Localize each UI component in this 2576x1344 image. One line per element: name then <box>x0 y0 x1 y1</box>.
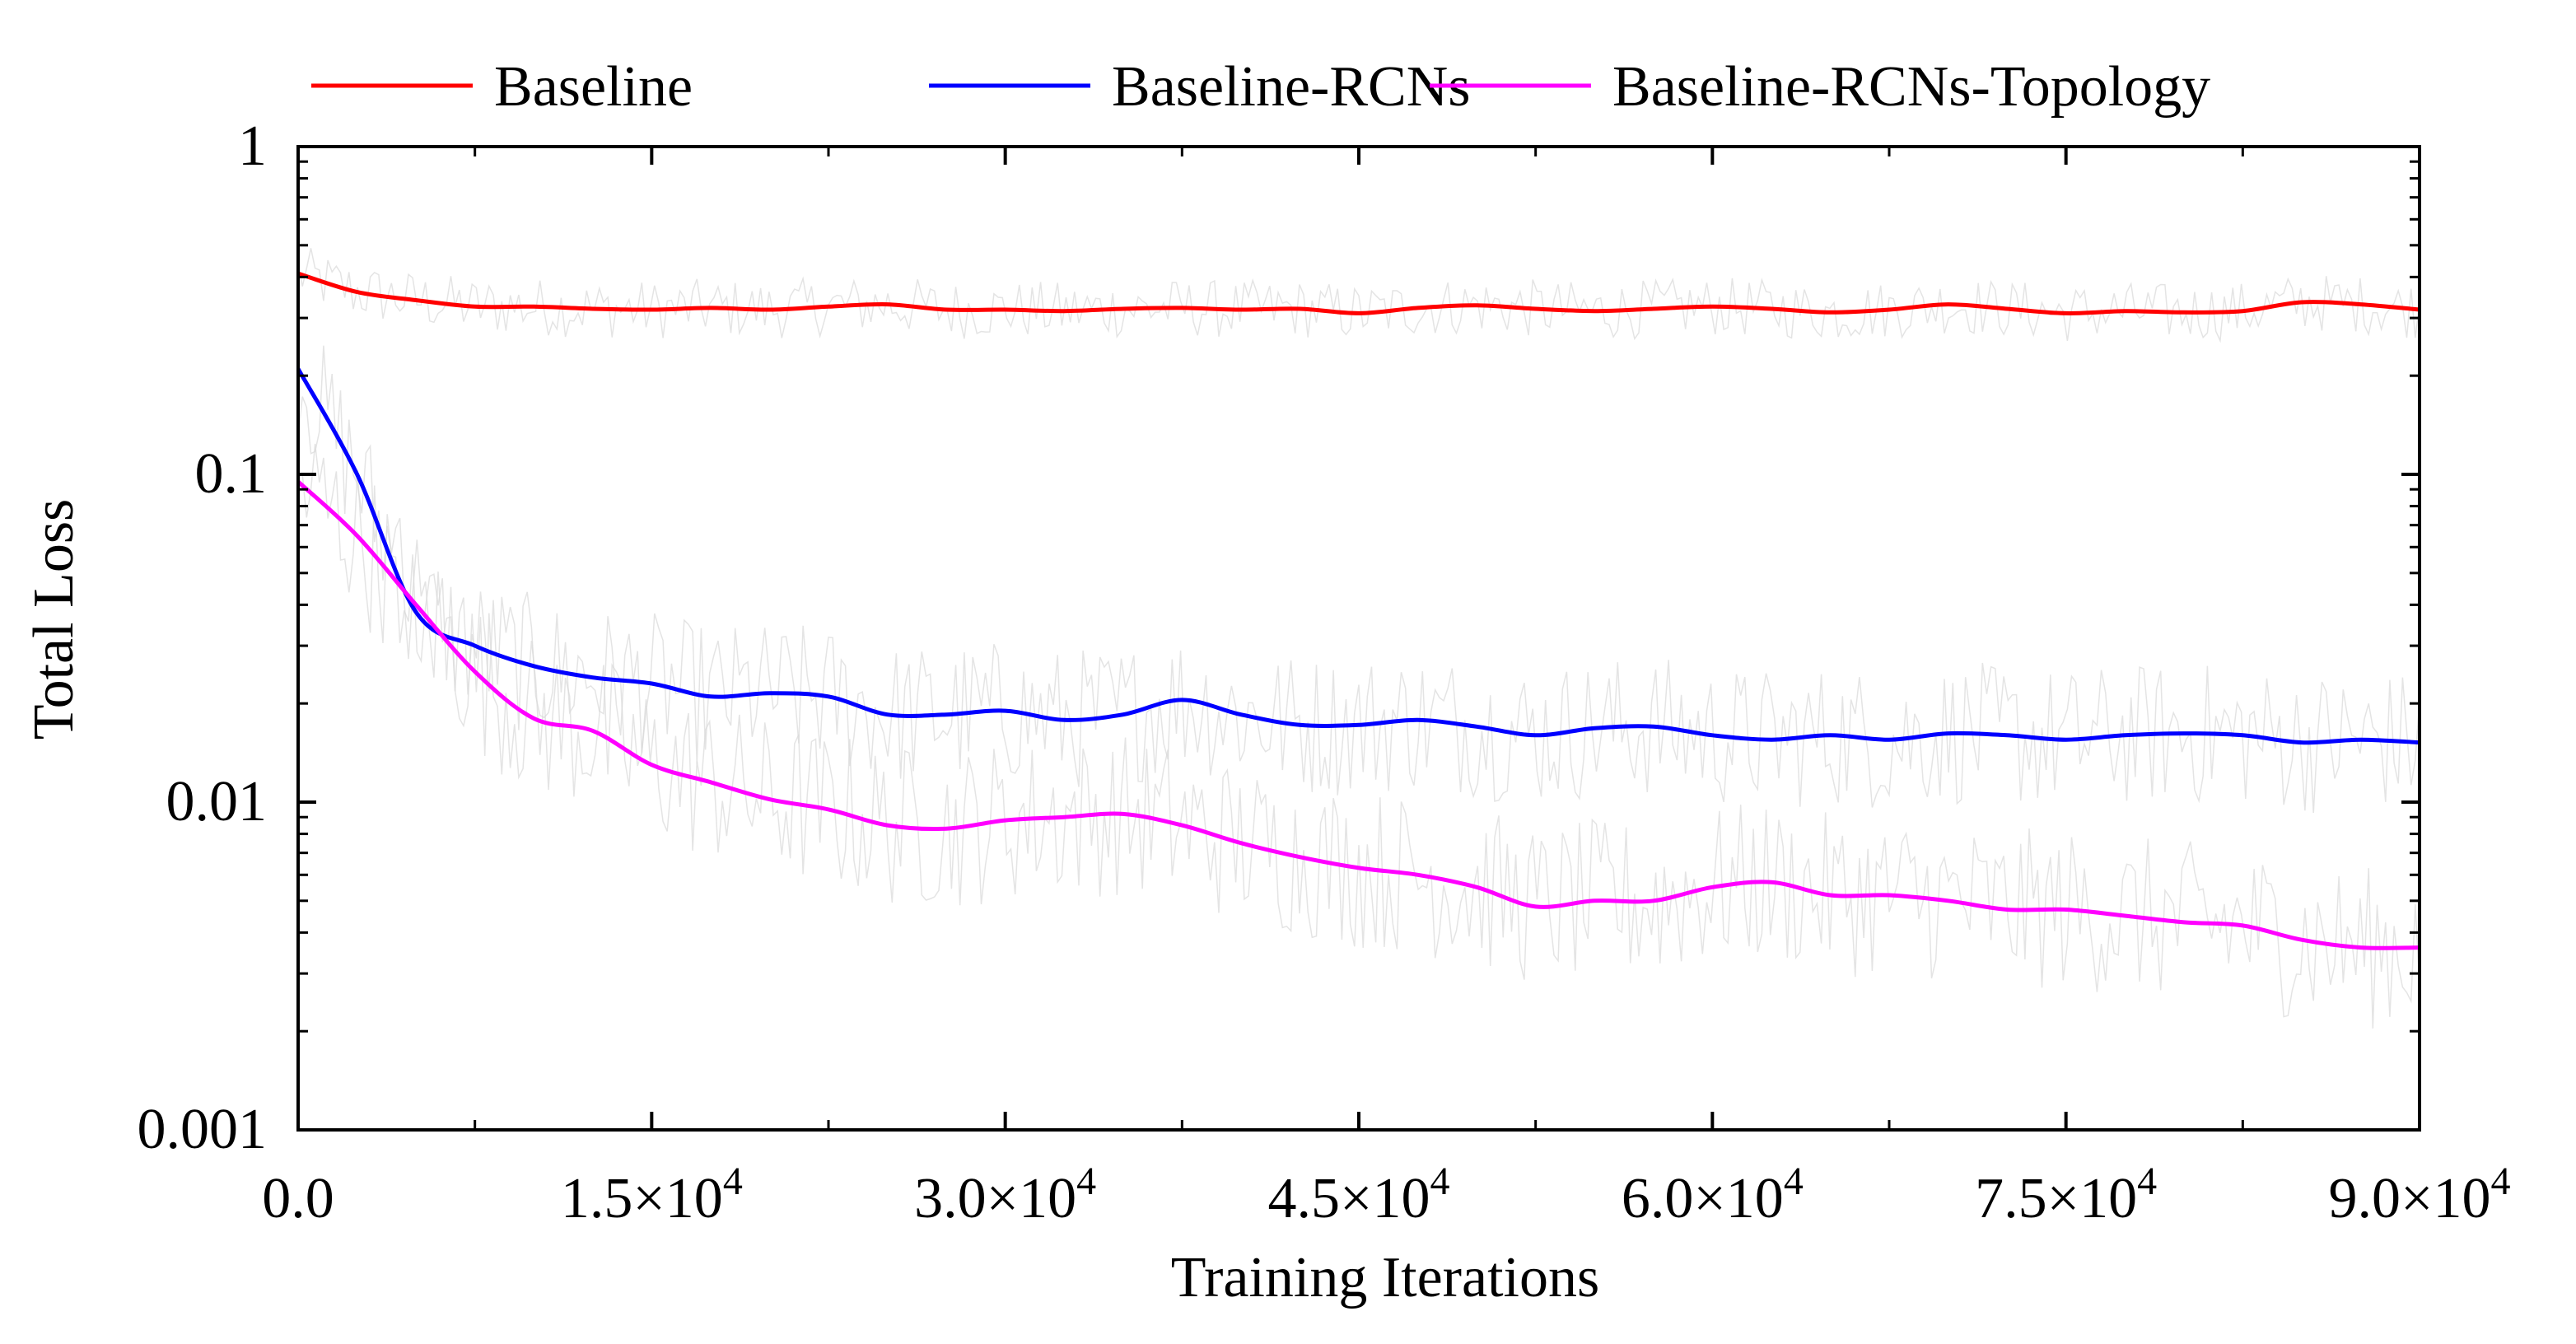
x-tick-label: 9.0×104 <box>2329 1160 2511 1230</box>
legend: Baseline Baseline-RCNs Baseline-RCNs-Topol… <box>311 55 2210 119</box>
series-line-baseline-rcns-topology <box>296 480 2420 950</box>
y-tick-label: 1 <box>238 114 267 178</box>
raw-trace-1 <box>297 345 2420 814</box>
x-axis: 0.0 1.5×104 3.0×104 4.5×104 6.0×104 7.5×104 9.… <box>262 147 2510 1230</box>
series-line-baseline <box>297 271 2420 315</box>
x-tick-label: 1.5×104 <box>561 1160 743 1230</box>
raw-noise-traces <box>297 248 2420 1029</box>
series-line-baseline-rcns <box>296 367 2420 745</box>
x-tick-label: 7.5×104 <box>1975 1160 2157 1230</box>
x-axis-label: Training Iterations <box>1171 1246 1599 1309</box>
legend-label: Baseline <box>494 55 693 119</box>
legend-label: Baseline-RCNs <box>1112 55 1471 119</box>
series-lines <box>296 271 2420 950</box>
y-axis-label: Total Loss <box>22 499 86 740</box>
y-axis: 1 0.1 0.01 0.001 <box>138 114 2420 1161</box>
x-tick-label: 0.0 <box>262 1167 334 1230</box>
raw-trace-0 <box>297 248 2420 343</box>
plot-frame <box>296 145 2421 1132</box>
x-tick-label: 3.0×104 <box>914 1160 1096 1230</box>
x-tick-label: 4.5×104 <box>1268 1160 1450 1230</box>
x-tick-label: 6.0×104 <box>1622 1160 1804 1230</box>
y-tick-label: 0.01 <box>166 770 268 833</box>
y-tick-label: 0.001 <box>138 1098 268 1161</box>
raw-trace-2 <box>297 443 2420 1029</box>
y-tick-label: 0.1 <box>195 442 268 506</box>
legend-label: Baseline-RCNs-Topology <box>1612 55 2210 119</box>
